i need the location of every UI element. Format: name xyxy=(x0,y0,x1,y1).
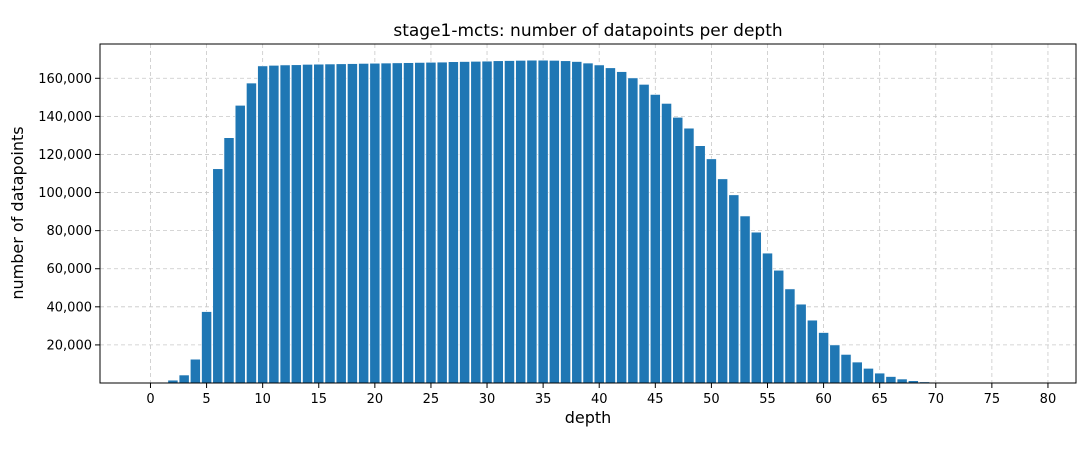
x-tick-label: 25 xyxy=(423,392,440,407)
x-tick-label: 45 xyxy=(647,392,664,407)
y-axis-ticks: 20,000 40,000 60,000 80,000 100,000 120,000 14… xyxy=(38,72,100,353)
x-tick-label: 5 xyxy=(202,392,210,407)
bar-depth-45 xyxy=(649,94,661,384)
bar-depth-33 xyxy=(515,60,527,384)
x-tick-label: 35 xyxy=(535,392,552,407)
bar-depth-51 xyxy=(717,178,728,384)
bar-depth-31 xyxy=(492,60,504,384)
bar-depth-24 xyxy=(414,62,426,384)
bar-depth-22 xyxy=(391,62,403,384)
bar-depth-57 xyxy=(784,288,796,384)
x-tick-label: 80 xyxy=(1040,392,1057,407)
bar-depth-6 xyxy=(212,168,224,384)
x-tick-label: 40 xyxy=(591,392,608,407)
bar-depth-38 xyxy=(571,61,583,384)
bar-depth-25 xyxy=(425,61,437,384)
bar-depth-36 xyxy=(548,60,560,384)
bar-depth-61 xyxy=(829,344,841,384)
bars xyxy=(156,59,953,384)
bar-depth-39 xyxy=(582,62,594,384)
bar-depth-7 xyxy=(223,137,235,384)
bar-depth-59 xyxy=(807,319,818,384)
x-tick-label: 55 xyxy=(759,392,776,407)
bar-depth-12 xyxy=(279,64,291,384)
y-tick-label: 140,000 xyxy=(38,110,92,125)
bar-depth-30 xyxy=(481,60,493,384)
bar-depth-42 xyxy=(616,71,628,384)
x-tick-label: 60 xyxy=(815,392,832,407)
bar-depth-23 xyxy=(403,62,414,384)
bar-depth-44 xyxy=(638,84,650,384)
bar-depth-35 xyxy=(537,59,549,384)
bar-depth-3 xyxy=(178,374,190,384)
bar-depth-60 xyxy=(818,332,829,384)
bar-depth-53 xyxy=(739,215,751,384)
bar-depth-58 xyxy=(795,303,807,384)
bar-depth-50 xyxy=(706,158,717,384)
bar-depth-46 xyxy=(661,103,672,384)
x-tick-label: 10 xyxy=(254,392,271,407)
bar-depth-28 xyxy=(459,61,470,384)
bar-depth-11 xyxy=(268,65,280,384)
bar-depth-9 xyxy=(246,82,257,384)
bar-depth-27 xyxy=(448,61,459,384)
plot-frame xyxy=(99,43,1077,384)
bar-depth-10 xyxy=(257,65,269,384)
y-tick-label: 80,000 xyxy=(47,224,93,239)
bar-depth-15 xyxy=(313,63,325,384)
bar-depth-32 xyxy=(504,60,515,384)
bar-depth-65 xyxy=(874,372,886,384)
bar-depth-66 xyxy=(885,376,897,384)
bar-depth-49 xyxy=(694,145,706,384)
bar-depth-62 xyxy=(840,354,852,384)
y-tick-label: 20,000 xyxy=(47,338,93,353)
bar-depth-56 xyxy=(773,269,785,384)
bar-depth-55 xyxy=(762,252,773,384)
bar-depth-43 xyxy=(627,77,639,384)
x-tick-label: 70 xyxy=(927,392,944,407)
bar-depth-41 xyxy=(605,67,616,384)
bar-depth-4 xyxy=(190,358,201,384)
bar-depth-16 xyxy=(324,63,336,384)
bar-depth-8 xyxy=(234,105,246,384)
bar-depth-14 xyxy=(302,64,313,384)
y-tick-label: 120,000 xyxy=(38,148,92,163)
bar-depth-52 xyxy=(728,194,740,384)
y-tick-label: 100,000 xyxy=(38,186,92,201)
bar-depth-26 xyxy=(436,61,448,384)
bar-depth-18 xyxy=(347,63,358,384)
bar-depth-29 xyxy=(470,61,482,384)
x-tick-label: 15 xyxy=(310,392,327,407)
bar-depth-64 xyxy=(863,368,874,384)
x-tick-label: 30 xyxy=(479,392,496,407)
bar-depth-37 xyxy=(560,60,571,384)
x-axis-label: depth xyxy=(565,408,612,427)
x-tick-label: 75 xyxy=(984,392,1001,407)
bar-depth-5 xyxy=(201,311,212,384)
bar-depth-21 xyxy=(380,62,392,384)
bar-depth-17 xyxy=(335,63,347,384)
x-tick-label: 20 xyxy=(367,392,384,407)
bar-depth-34 xyxy=(526,59,538,384)
x-tick-label: 50 xyxy=(703,392,720,407)
bar-depth-40 xyxy=(593,64,605,384)
y-axis-label: number of datapoints xyxy=(8,126,27,299)
bar-depth-48 xyxy=(683,127,695,384)
bar-depth-63 xyxy=(851,361,863,384)
chart-title: stage1-mcts: number of datapoints per de… xyxy=(393,21,782,41)
bar-depth-20 xyxy=(369,62,381,384)
bar-depth-19 xyxy=(358,63,369,384)
bar-depth-13 xyxy=(290,64,302,384)
bar-depth-67 xyxy=(896,378,908,384)
x-tick-label: 65 xyxy=(871,392,888,407)
y-tick-label: 40,000 xyxy=(47,300,93,315)
x-axis-ticks: 0 5 10 15 20 25 30 35 40 45 50 55 60 65 70 75 80 xyxy=(146,383,1056,407)
x-tick-label: 0 xyxy=(146,392,154,407)
bar-depth-54 xyxy=(750,231,762,384)
bar-depth-47 xyxy=(672,117,684,384)
y-tick-label: 60,000 xyxy=(47,262,93,277)
y-tick-label: 160,000 xyxy=(38,72,92,87)
